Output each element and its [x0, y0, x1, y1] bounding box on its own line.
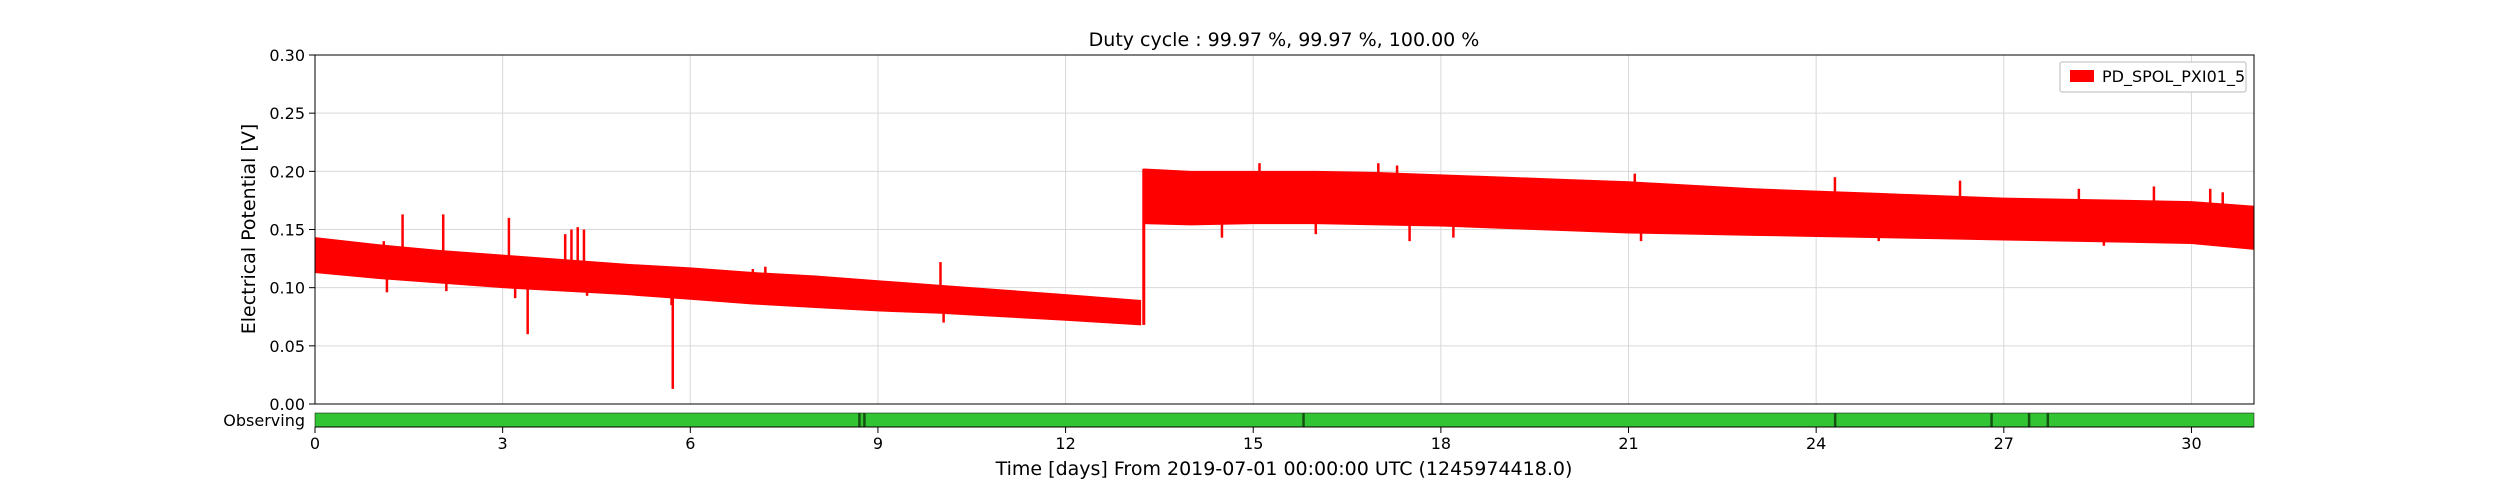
- x-tick-label: 21: [1618, 434, 1638, 453]
- x-tick-label: 27: [1994, 434, 2014, 453]
- state-bar-gap: [858, 413, 861, 427]
- y-tick-label: 0.05: [269, 337, 305, 356]
- y-axis: 0.00 0.05 0.10 0.15 0.20 0.25 0.30: [269, 46, 315, 414]
- state-bar-gap: [863, 413, 866, 427]
- y-tick-label: 0.15: [269, 221, 305, 240]
- legend: PD_SPOL_PXI01_5: [2059, 61, 2247, 93]
- y-tick-label: 0.20: [269, 162, 305, 181]
- state-bar-gap: [2027, 413, 2031, 427]
- x-axis-title: Time [days] From 2019-07-01 00:00:00 UTC…: [995, 458, 1573, 480]
- state-bar-gap: [1302, 413, 1305, 427]
- legend-swatch: [2070, 70, 2094, 82]
- chart-title: Duty cycle : 99.97 %, 99.97 %, 100.00 %: [1089, 29, 1480, 51]
- x-tick-label: 24: [1806, 434, 1826, 453]
- x-tick-label: 6: [685, 434, 695, 453]
- state-bar-gap: [1990, 413, 1993, 427]
- x-tick-label: 30: [2181, 434, 2201, 453]
- state-bar-gap: [1833, 413, 1837, 427]
- state-bar-segment: [314, 412, 2255, 428]
- x-tick-label: 18: [1431, 434, 1451, 453]
- y-tick-label: 0.30: [269, 46, 305, 65]
- series-band-before-step: [314, 237, 1142, 326]
- y-tick-label: 0.10: [269, 279, 305, 298]
- x-tick-label: 15: [1243, 434, 1263, 453]
- x-tick-label: 9: [873, 434, 883, 453]
- state-bar-label: Observing: [223, 411, 305, 430]
- y-tick-label: 0.25: [269, 104, 305, 123]
- y-tick-label: 0.00: [269, 395, 305, 414]
- state-bar-gap: [2046, 413, 2050, 427]
- state-bar: [314, 412, 2255, 428]
- legend-label: PD_SPOL_PXI01_5: [2102, 67, 2245, 87]
- x-tick-label: 12: [1055, 434, 1075, 453]
- x-axis: 0 3 6 9 12 15 18 21 24 27 30: [310, 426, 2254, 453]
- legend-box: [2059, 61, 2247, 93]
- x-tick-label: 3: [498, 434, 508, 453]
- y-axis-title: Electrical Potential [V]: [238, 124, 260, 334]
- x-tick-label: 0: [310, 434, 320, 453]
